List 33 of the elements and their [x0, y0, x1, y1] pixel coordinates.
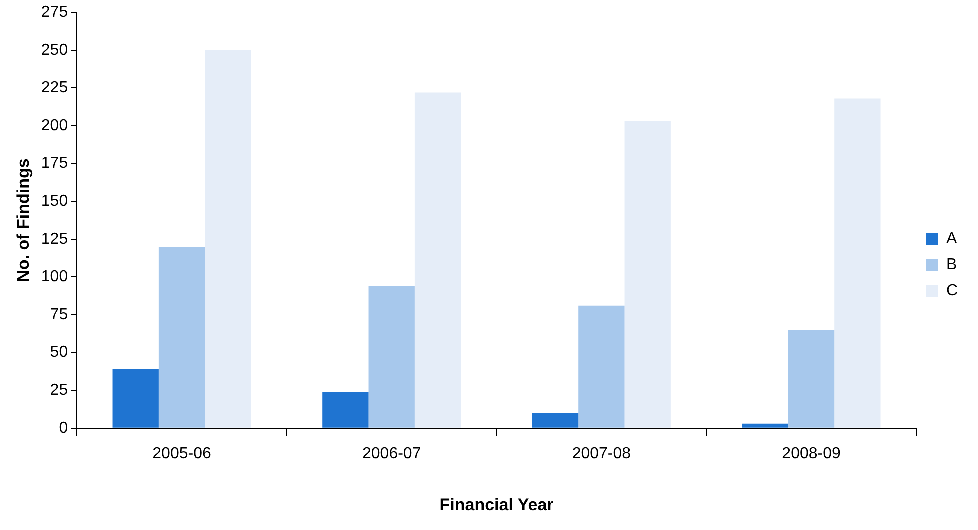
x-tick-label: 2007-08: [572, 445, 632, 462]
bar: [578, 306, 625, 428]
legend-label: B: [946, 256, 958, 274]
x-tick-label: 2008-09: [782, 445, 841, 462]
bar: [624, 121, 671, 428]
y-tick-label: 0: [59, 420, 68, 437]
bar: [532, 413, 579, 428]
bar: [112, 369, 159, 428]
bar: [205, 50, 252, 428]
bar: [368, 286, 415, 428]
bar: [788, 330, 835, 428]
bar: [742, 424, 788, 428]
legend-label: C: [946, 282, 958, 300]
y-tick-label: 175: [41, 155, 68, 172]
bar: [834, 98, 881, 428]
legend-label: A: [946, 230, 958, 248]
bar: [158, 246, 206, 428]
y-tick-label: 100: [41, 268, 68, 286]
x-tick-label: 2006-07: [362, 445, 422, 462]
y-tick-label: 200: [41, 117, 68, 134]
y-tick-label: 275: [41, 4, 68, 22]
y-tick-label: 250: [41, 42, 68, 59]
y-tick-label: 125: [41, 230, 68, 248]
x-tick-label: 2005-06: [152, 445, 212, 462]
x-axis-title: Financial Year: [440, 495, 554, 514]
bar: [322, 392, 369, 428]
y-tick-label: 225: [41, 80, 68, 97]
bar: [414, 92, 462, 428]
y-tick-label: 25: [50, 382, 68, 400]
y-tick-label: 150: [41, 193, 68, 210]
y-tick-label: 75: [50, 306, 68, 324]
y-axis-title: No. of Findings: [14, 158, 33, 282]
y-tick-label: 50: [50, 344, 68, 362]
